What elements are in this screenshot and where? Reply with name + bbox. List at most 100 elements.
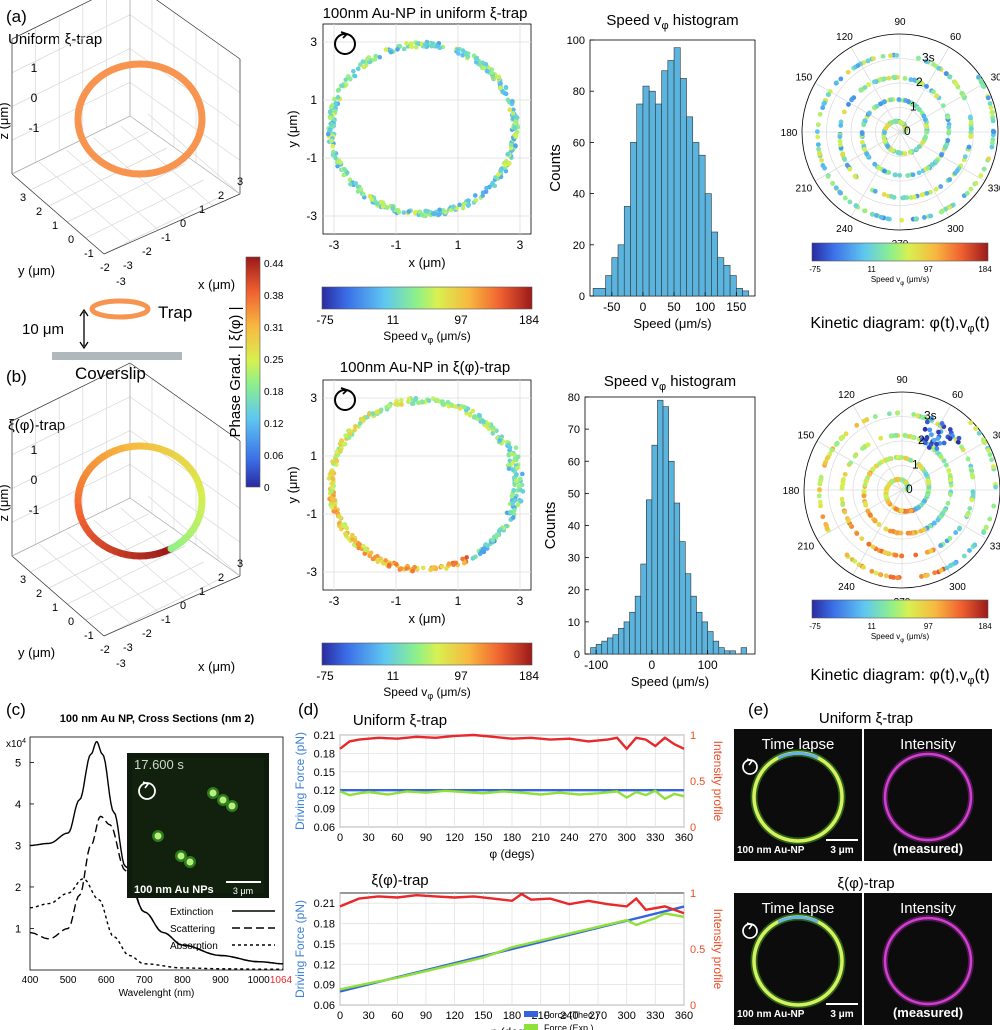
kinetic-point <box>931 437 937 443</box>
histogram-y-tick: 100 <box>567 35 585 47</box>
trajectory-point <box>386 562 392 568</box>
trajectory-point <box>506 466 512 471</box>
kinetic-point <box>898 508 904 514</box>
histogram-x-tick: 100 <box>695 300 715 314</box>
phase-colorbar-tick: 0.44 <box>264 259 284 270</box>
measured-label: (measured) <box>893 841 963 856</box>
kinetic-point <box>908 77 914 83</box>
polar-angle-label: 60 <box>950 32 962 43</box>
speed-colorbar-label: Speed vφ (μm/s) <box>871 632 930 644</box>
kinetic-point <box>989 144 995 150</box>
kinetic-point <box>876 522 882 527</box>
trajectory-point <box>374 409 380 415</box>
trajectory-point <box>357 62 363 67</box>
trajectory-point <box>352 427 358 433</box>
kinetic-point <box>861 489 867 495</box>
force-series-2 <box>339 733 685 751</box>
kinetic-point <box>961 95 967 101</box>
trajectory-point <box>457 202 462 208</box>
polar-angle-label: 30 <box>991 73 1000 84</box>
kinetic-point <box>931 89 936 95</box>
kinetic-point <box>865 442 871 448</box>
trajectory-point <box>465 203 471 208</box>
trajectory-point <box>370 411 376 416</box>
histogram-bar <box>636 103 644 297</box>
trap-label: Trap <box>158 303 192 322</box>
kinetic-point <box>947 74 953 80</box>
trajectory-point <box>330 152 336 158</box>
kinetic-point <box>872 518 878 523</box>
polar-radial-label: 2 <box>918 433 925 447</box>
kinetic-point <box>913 552 919 558</box>
kinetic-point <box>935 517 941 523</box>
trajectory-point <box>342 531 348 536</box>
kinetic-point <box>829 447 835 453</box>
speed-colorbar-polar-top: -75 11 97 184 Speed vφ (μm/s) <box>809 242 992 287</box>
kinetic-point <box>913 216 919 222</box>
kinetic-point <box>967 114 973 120</box>
kinetic-point <box>898 530 904 536</box>
polar-angle-label: 90 <box>894 17 906 28</box>
kinetic-point <box>842 509 848 515</box>
kinetic-point <box>885 216 891 222</box>
kinetic-point <box>886 411 892 417</box>
trajectory-point <box>518 498 524 504</box>
y-tick: 0 <box>68 616 74 628</box>
trajectory-point <box>375 557 381 563</box>
kinetic-point <box>968 420 973 426</box>
kinetic-point <box>989 457 995 463</box>
phase-colorbar-tick: 0.06 <box>264 451 284 462</box>
trajectory-point <box>404 566 409 571</box>
trajectory-point <box>513 133 519 139</box>
speed-colorbar-label: Speed vφ (μm/s) <box>871 275 930 287</box>
kinetic-point <box>911 194 917 200</box>
trap-ring-icon <box>89 298 151 320</box>
trajectory-point <box>398 566 404 571</box>
traj-x-tick: -1 <box>391 238 402 252</box>
force-x-tick: 360 <box>675 1010 693 1022</box>
kinetic-point <box>966 144 972 150</box>
histogram-y-tick: 60 <box>573 137 585 149</box>
force-y-tick-left: 0.06 <box>314 1000 335 1012</box>
kinetic-point <box>842 195 848 201</box>
x-tick: 0 <box>180 600 186 612</box>
kinetic-point <box>864 151 869 157</box>
force-x-tick: 60 <box>391 832 403 844</box>
traj-x-tick: 1 <box>455 238 462 252</box>
kinetic-point <box>940 511 945 517</box>
kinetic-point <box>862 118 868 124</box>
distance-label: 10 μm <box>22 321 64 338</box>
kinetic-point <box>934 93 940 99</box>
kinetic-point <box>982 440 988 446</box>
kinetic-point <box>938 567 944 573</box>
polar-radial-label: 2 <box>916 75 923 89</box>
kinetic-point <box>905 173 911 178</box>
force-legend-label: Force (Exp.) <box>544 1023 594 1030</box>
kinetic-point <box>851 95 857 101</box>
trap-ring <box>74 60 206 178</box>
kinetic-point <box>941 440 947 446</box>
trajectory-point <box>339 438 344 443</box>
trajectory-point <box>514 478 519 484</box>
panel-label-b: (b) <box>6 367 27 386</box>
kinetic-point <box>978 173 984 179</box>
histogram-bar <box>661 70 669 297</box>
measured-label: (measured) <box>893 1005 963 1020</box>
kinetic-point <box>877 461 883 466</box>
trajectory-title-bottom: 100nm Au-NP in ξ(φ)-trap <box>340 359 510 376</box>
kinetic-point <box>900 477 906 483</box>
kinetic-point <box>878 435 884 441</box>
trajectory-point <box>437 207 442 213</box>
z-tick: 0 <box>31 91 38 105</box>
axis-label-z: z (μm) <box>0 484 11 521</box>
phase-colorbar-tick: 0.38 <box>264 291 284 302</box>
trajectory-point <box>347 177 353 182</box>
phase-colorbar-tick: 0.18 <box>264 387 284 398</box>
force-x-tick: 120 <box>445 832 463 844</box>
kinetic-point <box>897 172 903 178</box>
trajectory-point <box>343 77 349 83</box>
kinetic-point <box>895 454 901 460</box>
histogram-y-tick: 40 <box>573 189 585 201</box>
np-label: 100 nm Au-NP <box>737 845 805 856</box>
